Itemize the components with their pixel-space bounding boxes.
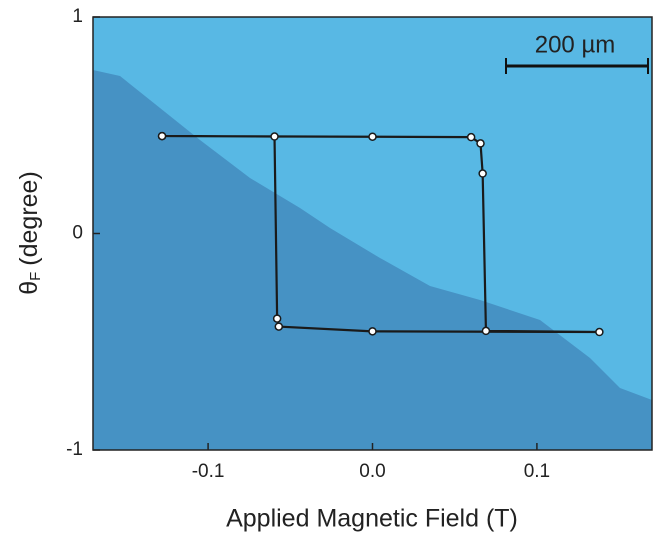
image-dark-region bbox=[93, 70, 652, 450]
y-label-unit: (degree) bbox=[15, 171, 43, 266]
y-label-symbol: θ bbox=[15, 281, 43, 295]
series-line bbox=[162, 134, 600, 334]
data-point bbox=[157, 131, 167, 141]
y-axis-label: θF (degree) bbox=[15, 171, 44, 295]
data-point bbox=[272, 314, 282, 323]
y-tick-label: 0 bbox=[72, 223, 83, 244]
x-tick-label: -0.1 bbox=[192, 461, 225, 482]
x-tick-label: 0.0 bbox=[359, 461, 385, 482]
data-point bbox=[274, 322, 284, 331]
data-point bbox=[478, 169, 487, 178]
y-label-subscript: F bbox=[27, 272, 44, 281]
x-axis-label: Applied Magnetic Field (T) bbox=[226, 505, 518, 533]
data-point bbox=[481, 326, 491, 336]
y-tick-label: -1 bbox=[66, 439, 83, 460]
scale-label: 200 µm bbox=[535, 31, 616, 58]
data-point bbox=[368, 327, 377, 336]
data-point bbox=[270, 132, 279, 141]
data-point bbox=[476, 139, 485, 148]
data-point bbox=[595, 327, 604, 337]
y-tick-label: 1 bbox=[72, 6, 83, 27]
data-point bbox=[466, 132, 476, 142]
x-tick-label: 0.1 bbox=[524, 461, 550, 482]
data-point bbox=[368, 132, 377, 141]
